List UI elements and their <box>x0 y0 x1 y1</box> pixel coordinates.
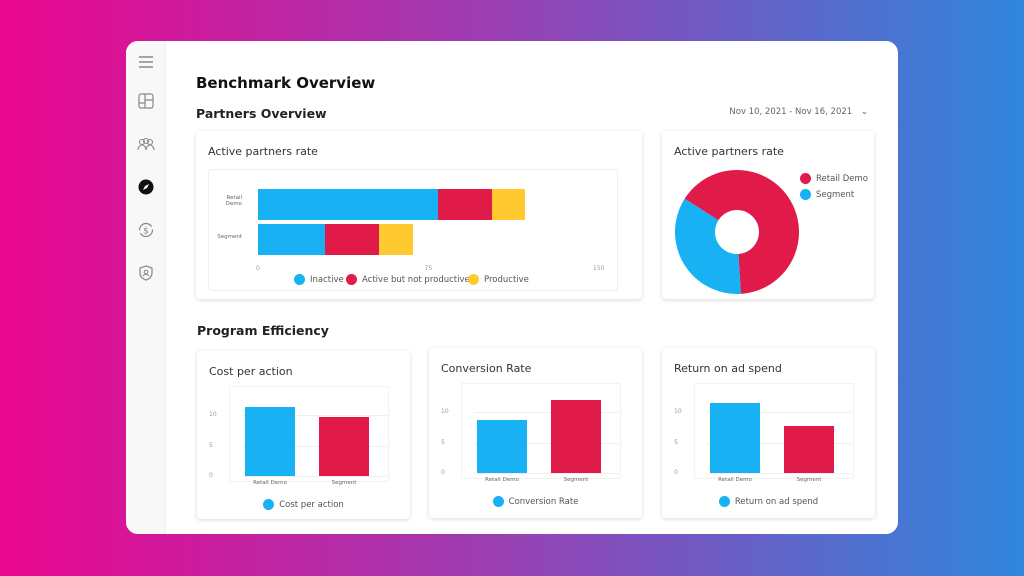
chart-frame <box>229 386 389 482</box>
legend-swatch <box>294 274 305 285</box>
section-title-efficiency: Program Efficiency <box>197 323 329 338</box>
menu-icon[interactable] <box>137 53 155 71</box>
chart-frame <box>208 169 618 291</box>
conversion-rate-card: Conversion Rate 0 5 10 Retail Demo Segment Con… <box>429 348 642 518</box>
y-tick-label: 5 <box>441 438 445 446</box>
card-title: Cost per action <box>209 365 293 378</box>
card-title: Return on ad spend <box>674 362 782 375</box>
users-icon[interactable] <box>137 135 155 153</box>
bar-segment <box>491 189 526 220</box>
card-title: Conversion Rate <box>441 362 532 375</box>
legend-label: Return on ad spend <box>734 496 819 507</box>
svg-text:$: $ <box>143 227 149 237</box>
card-title: Active partners rate <box>208 145 318 158</box>
y-tick-label: 0 <box>674 469 678 476</box>
dollar-refresh-icon[interactable]: $ <box>137 221 155 239</box>
y-tick-label: 5 <box>209 441 213 449</box>
x-tick-label: Segment <box>796 477 822 483</box>
gridline <box>474 473 619 474</box>
bar <box>784 426 834 473</box>
shield-user-icon[interactable] <box>137 264 155 282</box>
legend-item: Active but not productive <box>346 274 470 285</box>
bar <box>551 399 601 473</box>
legend-label: Cost per action <box>279 499 344 510</box>
x-tick-label: 0 <box>256 265 260 272</box>
bar <box>245 407 295 476</box>
legend-swatch <box>468 274 479 285</box>
legend-swatch <box>263 499 275 510</box>
bar-segment <box>258 189 438 220</box>
bar <box>477 419 527 473</box>
section-title-partners: Partners Overview <box>196 106 327 121</box>
sidebar: $ <box>126 41 166 534</box>
donut-slice <box>684 169 799 294</box>
legend-label: Active but not productive <box>362 274 470 285</box>
y-tick-label: 10 <box>209 411 217 418</box>
gridline <box>474 442 619 444</box>
bar <box>319 416 369 476</box>
x-tick-label: 150 <box>593 265 605 272</box>
y-tick-label: 10 <box>674 408 682 415</box>
legend-segment: Segment <box>800 189 854 200</box>
card-title: Active partners rate <box>674 145 784 158</box>
chart-frame <box>694 383 854 479</box>
app-window: $ Benchmark Overview Partners Overview N… <box>126 41 898 534</box>
layout-icon[interactable] <box>137 92 155 110</box>
x-tick-label: Segment <box>563 477 589 483</box>
y-tick-label: 5 <box>674 438 678 446</box>
active-partners-donut-card: Active partners rate Retail Demo Segment <box>662 131 874 299</box>
legend-label: Segment <box>816 189 855 200</box>
active-partners-bar-card: Active partners rate Retail Demo Segment 0… <box>196 131 642 299</box>
gridline <box>707 412 852 413</box>
compass-icon[interactable] <box>137 178 155 196</box>
legend-swatch <box>800 189 811 200</box>
legend-swatch <box>800 173 811 184</box>
gridline <box>707 473 852 474</box>
legend-retail-demo: Retail Demo <box>800 173 868 184</box>
legend-label: Conversion Rate <box>508 496 579 507</box>
legend-swatch <box>492 496 504 507</box>
return-on-ad-spend-card: Return on ad spend 0 5 10 Retail Demo Segment… <box>662 348 875 518</box>
legend-label: Inactive <box>310 274 344 285</box>
x-tick-label: Segment <box>331 480 357 486</box>
stacked-bar-chart: Retail Demo Segment 0 75 150 Inactive Active b… <box>196 131 642 299</box>
legend-item: Inactive <box>294 274 344 285</box>
y-tick-label: 10 <box>441 408 449 415</box>
legend-item: Cost per action <box>197 499 410 510</box>
x-tick-label: Retail Demo <box>485 477 519 483</box>
gridline <box>242 415 387 416</box>
bar-segment <box>379 224 413 255</box>
bar-segment <box>258 224 326 255</box>
bar-segment <box>325 224 380 255</box>
bar-segment <box>437 189 492 220</box>
legend-item: Conversion Rate <box>429 496 642 507</box>
legend-item: Productive <box>468 274 529 285</box>
cost-per-action-card: Cost per action 0 5 10 Retail Demo Segment Cos… <box>197 351 410 519</box>
chart-frame <box>461 383 621 479</box>
x-tick-label: Retail Demo <box>253 480 287 486</box>
donut-slice <box>675 198 741 294</box>
page-title: Benchmark Overview <box>196 74 376 92</box>
legend-swatch <box>346 274 357 285</box>
legend-item: Return on ad spend <box>662 496 875 507</box>
date-range-picker[interactable]: Nov 10, 2021 - Nov 16, 2021 ⌄ <box>729 107 868 117</box>
donut-chart <box>675 169 799 294</box>
category-label: Retail Demo <box>225 195 242 207</box>
chevron-down-icon: ⌄ <box>860 107 868 117</box>
gridline <box>707 442 852 444</box>
legend-label: Productive <box>484 274 529 285</box>
legend-swatch <box>718 496 730 507</box>
gridline <box>474 412 619 413</box>
bar <box>710 402 760 473</box>
y-tick-label: 0 <box>441 469 445 476</box>
category-label: Segment <box>217 234 242 240</box>
gridline <box>242 476 387 477</box>
x-tick-label: 75 <box>424 265 433 272</box>
gridline <box>242 445 387 447</box>
y-tick-label: 0 <box>209 472 213 479</box>
x-tick-label: Retail Demo <box>718 477 752 483</box>
date-range-value: Nov 10, 2021 - Nov 16, 2021 <box>729 107 853 117</box>
legend-label: Retail Demo <box>816 173 868 184</box>
